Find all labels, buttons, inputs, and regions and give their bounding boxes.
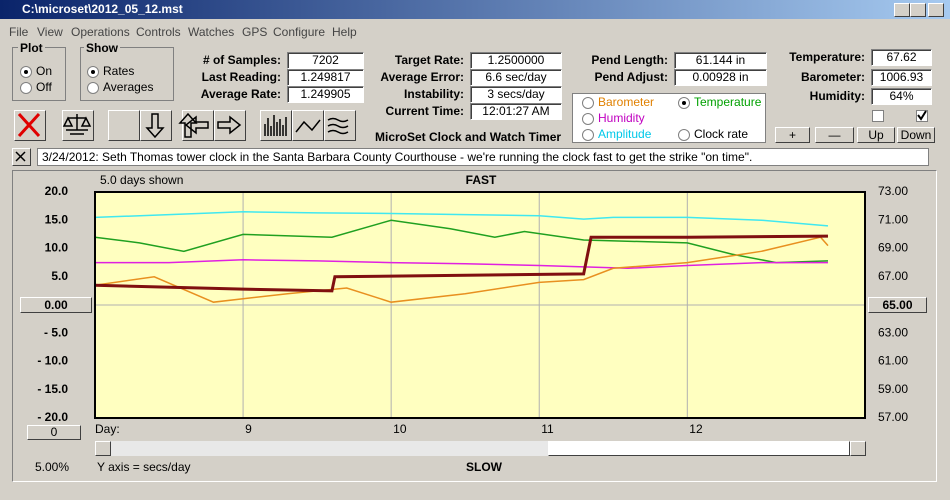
minimize-button[interactable] — [894, 3, 910, 17]
toolbar-button[interactable] — [324, 110, 356, 141]
field-value: 6.6 sec/day — [470, 69, 562, 86]
title-bar — [0, 0, 950, 19]
channel-radio[interactable] — [582, 97, 594, 109]
field-label: Pend Adjust: — [594, 70, 668, 84]
close-button[interactable] — [928, 3, 944, 17]
field-label: Instability: — [403, 87, 464, 101]
channel-radio[interactable] — [678, 129, 690, 141]
field-value: 0.00928 in — [674, 69, 767, 86]
field-label: Temperature: — [789, 50, 865, 64]
field-value: 7202 — [287, 52, 364, 69]
radio-label[interactable]: On — [36, 64, 53, 78]
menu-item[interactable]: View — [37, 25, 63, 39]
toolbar-button[interactable] — [292, 110, 324, 141]
toolbar-button[interactable] — [260, 110, 292, 141]
field-value: 3 secs/day — [470, 86, 562, 103]
scroll-left[interactable] — [95, 441, 111, 456]
channel-radio[interactable] — [582, 129, 594, 141]
note-box — [37, 148, 929, 166]
app-name: MicroSet Clock and Watch Timer — [375, 130, 562, 144]
channel-panel — [572, 93, 766, 143]
offset-button[interactable]: 0 — [27, 425, 81, 440]
y2-tick-box: 65.00 — [868, 297, 927, 313]
radio[interactable] — [20, 66, 32, 78]
channel-label[interactable]: Temperature — [694, 95, 762, 109]
radio[interactable] — [87, 82, 99, 94]
button[interactable]: Up — [857, 127, 895, 143]
radio-label[interactable]: Averages — [103, 80, 154, 94]
show-group — [80, 47, 174, 101]
toolbar-button[interactable] — [214, 110, 246, 141]
field-label: Pend Length: — [591, 53, 668, 67]
radio[interactable] — [87, 66, 99, 78]
group-title: Plot — [18, 41, 45, 55]
field-value: 67.62 — [871, 49, 932, 66]
field-value: 1.249817 — [287, 69, 364, 86]
window-title: C:\microset\2012_05_12.mst — [22, 2, 183, 16]
checkbox[interactable] — [916, 110, 928, 122]
y-tick-box: 0.00 — [20, 297, 92, 313]
group-title: Show — [84, 41, 120, 55]
maximize-button[interactable] — [910, 3, 926, 17]
checkbox[interactable] — [872, 110, 884, 122]
toolbar-button[interactable] — [182, 110, 214, 141]
field-value: 1006.93 — [871, 69, 932, 86]
field-value: 1.2500000 — [470, 52, 562, 69]
field-label: Last Reading: — [201, 70, 281, 84]
radio-label[interactable]: Off — [36, 80, 52, 94]
menu-item[interactable]: Configure — [273, 25, 326, 39]
toolbar-button[interactable] — [14, 110, 46, 141]
button[interactable]: Down — [897, 127, 935, 143]
menu-item[interactable]: Watches — [188, 25, 235, 39]
toolbar-button[interactable] — [62, 110, 94, 141]
menu-item[interactable]: Operations — [71, 25, 130, 39]
channel-radio[interactable] — [678, 97, 690, 109]
field-label: Current Time: — [385, 104, 464, 118]
menu-item[interactable]: Controls — [136, 25, 181, 39]
channel-label[interactable]: Barometer — [598, 95, 655, 109]
field-value: 61.144 in — [674, 52, 767, 69]
radio[interactable] — [20, 82, 32, 94]
scroll-thumb[interactable] — [548, 441, 850, 456]
field-label: Humidity: — [809, 89, 865, 103]
toolbar-button[interactable] — [108, 110, 140, 141]
menu-item[interactable]: File — [9, 25, 29, 39]
channel-label[interactable]: Amplitude — [598, 127, 652, 141]
scroll-right[interactable] — [850, 441, 866, 456]
channel-radio[interactable] — [582, 113, 594, 125]
chart-panel — [12, 170, 937, 482]
channel-label[interactable]: Humidity — [598, 111, 645, 125]
toolbar-button[interactable] — [140, 110, 172, 141]
note-text: 3/24/2012: Seth Thomas tower clock in th… — [42, 150, 753, 164]
button[interactable]: + — [775, 127, 810, 143]
field-label: # of Samples: — [202, 53, 281, 67]
radio-label[interactable]: Rates — [103, 64, 135, 78]
field-label: Barometer: — [800, 70, 865, 84]
field-label: Target Rate: — [394, 53, 464, 67]
channel-label[interactable]: Clock rate — [694, 127, 749, 141]
button[interactable]: — — [815, 127, 854, 143]
field-value: 1.249905 — [287, 86, 364, 103]
field-label: Average Error: — [380, 70, 464, 84]
clear-note-button[interactable] — [12, 148, 31, 166]
field-label: Average Rate: — [200, 87, 281, 101]
menu-item[interactable]: GPS — [242, 25, 268, 39]
field-value: 12:01:27 AM — [470, 103, 562, 120]
field-value: 64% — [871, 88, 932, 105]
menu-item[interactable]: Help — [332, 25, 357, 39]
